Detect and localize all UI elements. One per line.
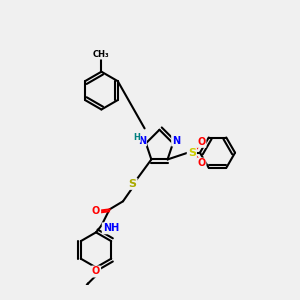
Text: CH₃: CH₃ (93, 50, 110, 58)
Text: N: N (172, 136, 180, 146)
Text: H: H (133, 133, 140, 142)
Text: S: S (128, 179, 136, 189)
Text: S: S (188, 148, 196, 158)
Text: O: O (197, 158, 206, 169)
Text: N: N (138, 136, 146, 146)
Text: O: O (92, 266, 100, 277)
Text: O: O (197, 137, 206, 147)
Text: O: O (92, 206, 100, 216)
Text: NH: NH (103, 223, 119, 233)
